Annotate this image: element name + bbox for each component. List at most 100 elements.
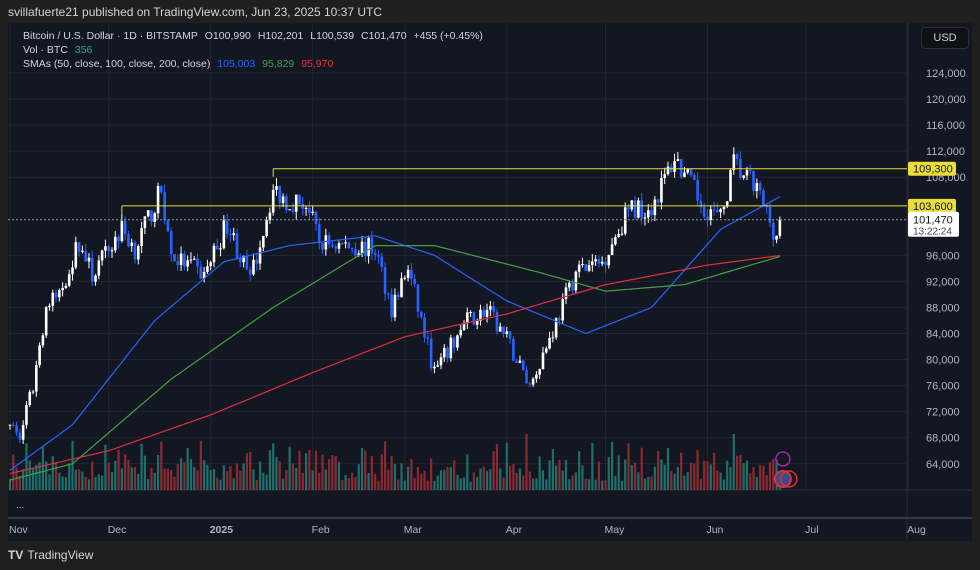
candle-body — [311, 211, 314, 214]
candle-body — [97, 260, 101, 276]
candle-body — [617, 234, 620, 238]
candle-body — [752, 170, 755, 192]
volume-legend[interactable]: Vol · BTC 356 — [23, 44, 96, 56]
chart-panel[interactable]: 124,000 120,000 116,000 112,000 108,000 96,00… — [8, 23, 972, 541]
volume-bar — [232, 478, 235, 490]
volume-bar — [140, 443, 143, 490]
volume-bar — [81, 471, 84, 490]
candle-body — [107, 246, 110, 252]
currency-button[interactable]: USD — [921, 27, 969, 49]
volume-bar — [657, 450, 660, 490]
volume-bar — [120, 468, 123, 490]
candle-body — [317, 224, 321, 244]
price-chart[interactable]: 124,000120,000116,000112,000108,00096,00… — [8, 23, 972, 541]
candle-body — [327, 235, 331, 245]
volume-bar — [620, 480, 624, 490]
volume-bar — [571, 475, 574, 490]
candle-body — [94, 275, 97, 282]
time-tick-label: Mar — [404, 524, 423, 536]
volume-bar — [377, 480, 380, 490]
volume-bar — [522, 475, 525, 490]
volume-bar — [650, 476, 653, 490]
sma200-line — [9, 254, 780, 475]
candle-body — [48, 305, 51, 308]
candle-body — [288, 209, 291, 211]
candle-body — [383, 267, 387, 294]
candle-body — [426, 337, 430, 339]
volume-bar — [485, 471, 489, 490]
price-tick-label: 88,000 — [926, 302, 960, 314]
symbol-legend: Bitcoin / U.S. Dollar · 1D · BITSTAMP O1… — [23, 30, 487, 42]
candle-body — [472, 312, 476, 325]
volume-bar — [551, 449, 554, 490]
volume-bar — [528, 471, 531, 490]
volume-bar — [614, 475, 617, 490]
volume-bar — [584, 478, 587, 490]
symbol-title[interactable]: Bitcoin / U.S. Dollar · 1D · BITSTAMP — [23, 30, 198, 42]
sma100-value: 95,829 — [262, 58, 295, 70]
candle-body — [21, 425, 25, 440]
volume-bar — [209, 470, 212, 490]
volume-label: Vol · BTC — [23, 44, 68, 56]
candle-body — [113, 236, 117, 251]
volume-bar — [364, 450, 367, 490]
candle-body — [653, 199, 657, 216]
price-tick-label: 96,000 — [926, 250, 960, 262]
volume-bar — [578, 451, 581, 490]
volume-bar — [426, 480, 429, 490]
price-tick-label: 80,000 — [926, 355, 960, 367]
candle-body — [620, 233, 624, 235]
volume-bar — [561, 470, 564, 490]
volume-bar — [351, 472, 354, 490]
candle-body — [61, 287, 64, 291]
volume-bar — [610, 441, 614, 490]
volume-bar — [186, 448, 189, 490]
candle-body — [541, 352, 545, 370]
volume-bar — [305, 453, 308, 490]
volume-bar — [709, 464, 712, 490]
volume-bar — [143, 455, 146, 490]
candle-body — [169, 231, 173, 255]
price-tick-label: 116,000 — [926, 120, 965, 132]
volume-bar — [456, 474, 459, 490]
candle-body — [403, 277, 407, 279]
volume-bar — [739, 454, 742, 490]
volume-bar — [683, 475, 686, 490]
candle-body — [518, 360, 522, 363]
candle-body — [192, 258, 196, 260]
candle-body — [614, 237, 617, 245]
footer-brand[interactable]: TradingView — [27, 548, 94, 562]
volume-bar — [660, 459, 663, 490]
volume-bar — [768, 462, 772, 490]
volume-bar — [558, 459, 561, 490]
volume-bar — [252, 469, 255, 490]
candle-body — [242, 255, 245, 263]
sma-legend[interactable]: SMAs (50, close, 100, close, 200, close)… — [23, 58, 337, 70]
candle-body — [683, 172, 686, 178]
volume-bar — [413, 477, 416, 490]
volume-bar — [555, 465, 558, 490]
last-price-badge — [908, 211, 959, 237]
volume-bar — [337, 461, 341, 490]
volume-bar — [430, 458, 433, 490]
volume-bar — [170, 469, 173, 490]
candle-body — [77, 242, 81, 252]
volume-bar — [219, 479, 222, 490]
volume-bar — [288, 446, 291, 490]
volume-bar — [45, 461, 48, 490]
candle-body — [173, 254, 176, 262]
volume-bar — [387, 469, 390, 490]
candle-body — [120, 220, 124, 242]
volume-bar — [258, 461, 262, 490]
volume-bar — [466, 454, 469, 490]
candle-body — [656, 199, 660, 203]
candle-body — [294, 194, 298, 212]
volume-bar — [627, 443, 630, 490]
price-tick-label: 112,000 — [926, 146, 965, 158]
candle-body — [350, 248, 354, 250]
candle-body — [419, 311, 423, 318]
volume-bar — [545, 479, 548, 490]
candle-body — [646, 210, 650, 218]
candle-body — [709, 209, 713, 220]
volume-bar — [489, 469, 492, 490]
